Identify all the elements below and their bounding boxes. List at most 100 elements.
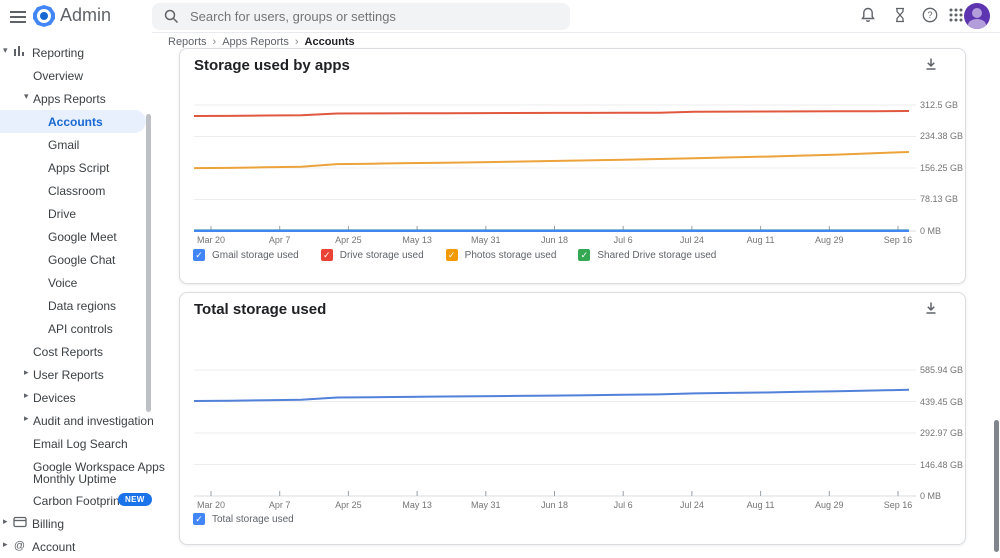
legend-checkbox-icon[interactable]: ✓ [320,249,333,261]
legend-label: Gmail storage used [212,249,299,261]
caret-right-icon[interactable]: ▸ [24,413,29,423]
legend-checkbox-icon[interactable]: ✓ [445,249,458,261]
sidebar-item-overview[interactable]: Overview [0,64,152,87]
sidebar-item-google-workspace-apps-monthly-uptime[interactable]: Google Workspace Apps Monthly Uptime [0,455,165,489]
sidebar-item-accounts[interactable]: Accounts [0,110,152,133]
chart-plot-area [193,96,916,236]
series-line-total-storage-used [193,388,910,402]
breadcrumb-item-reports[interactable]: Reports [168,36,207,48]
sidebar-item-label: Carbon Footprint [33,494,124,508]
sidebar-item-drive[interactable]: Drive [0,202,152,225]
caret-right-icon[interactable]: ▸ [24,390,29,400]
sidebar-item-label: Overview [33,69,84,83]
sidebar-item-api-controls[interactable]: API controls [0,317,152,340]
sidebar-item-billing[interactable]: ▸ Billing [0,512,152,535]
sidebar-item-google-chat[interactable]: Google Chat [0,248,152,271]
sidebar-item-cost-reports[interactable]: Cost Reports [0,340,152,363]
sidebar-item-label: API controls [48,322,113,336]
main-scrollbar[interactable] [994,420,999,552]
x-axis-tick-label: May 13 [402,500,432,510]
notifications-bell-icon[interactable] [858,6,878,26]
y-axis-tick-label: 292.97 GB [920,428,964,438]
sidebar-item-label-line2: Monthly Uptime [33,472,117,486]
x-axis-tick-label: Jul 24 [679,235,704,245]
legend-item-gmail-storage-used[interactable]: ✓ Gmail storage used [193,249,299,261]
chart-legend: ✓ Gmail storage used ✓ Drive storage used ✓ P… [193,249,716,261]
chart-plot-area [193,361,916,501]
sidebar-item-apps-reports[interactable]: ▾ Apps Reports [0,87,152,110]
legend-checkbox-icon[interactable]: ✓ [193,249,205,261]
sidebar-item-label: Account [32,540,76,554]
x-axis-tick-label: Sep 16 [883,500,913,510]
search-input[interactable] [190,3,560,30]
y-axis-tick-label: 0 MB [920,491,942,501]
apps-grid-icon[interactable] [946,6,966,26]
sidebar-item-label: Drive [48,207,77,221]
caret-down-icon[interactable]: ▾ [24,91,29,101]
sidebar-item-google-meet[interactable]: Google Meet [0,225,152,248]
sidebar-item-gmail[interactable]: Gmail [0,133,152,156]
y-axis-tick-label: 156.25 GB [920,163,964,173]
sidebar-item-apps-script[interactable]: Apps Script [0,156,152,179]
sidebar-item-data-regions[interactable]: Data regions [0,294,152,317]
sidebar-item-label: Apps Script [48,161,110,175]
legend-item-total-storage-used[interactable]: ✓ Total storage used [193,513,294,525]
sidebar-item-account[interactable]: ▸ @ Account [0,535,152,558]
svg-text:@: @ [14,540,25,552]
sidebar-item-label: Google Chat [48,253,116,267]
pending-tasks-hourglass-icon[interactable] [890,6,910,26]
y-axis-tick-label: 78.13 GB [920,194,959,205]
breadcrumb-separator: › [294,36,299,48]
series-line-drive-storage-used [193,110,910,117]
sidebar-item-label: Cost Reports [33,345,104,359]
selected-item-highlight [0,110,146,133]
caret-right-icon[interactable]: ▸ [24,367,29,377]
legend-checkbox-icon[interactable]: ✓ [578,249,591,261]
sidebar-item-label: Classroom [48,184,106,198]
search-box[interactable] [152,3,570,30]
total-storage-used-card: Total storage used ✓ Total storage used 5… [179,292,966,545]
sidebar-item-voice[interactable]: Voice [0,271,152,294]
x-axis-tick-label: Mar 20 [196,500,225,510]
breadcrumb-separator: › [212,36,217,48]
sidebar-item-reporting[interactable]: ▾ Reporting [0,41,152,64]
x-axis-tick-label: May 13 [402,235,432,245]
legend-item-drive-storage-used[interactable]: ✓ Drive storage used [320,249,424,261]
sidebar-item-email-log-search[interactable]: Email Log Search [0,432,152,455]
sidebar-item-user-reports[interactable]: ▸ User Reports [0,363,152,386]
sidebar-item-label: Reporting [32,46,85,60]
x-axis-tick-label: Aug 11 [746,500,775,510]
caret-right-icon[interactable]: ▸ [3,539,8,549]
google-admin-logo [33,5,55,27]
sidebar-item-carbon-footprint[interactable]: Carbon Footprint NEW [0,489,152,512]
sidebar-item-label: User Reports [33,368,104,382]
new-badge: NEW [118,493,152,506]
sidebar-item-devices[interactable]: ▸ Devices [0,386,152,409]
download-chart-icon[interactable] [921,55,941,75]
legend-checkbox-icon[interactable]: ✓ [193,513,205,525]
sidebar-scrollbar[interactable] [146,114,151,412]
chart-legend: ✓ Total storage used [193,513,294,525]
breadcrumb-item-apps-reports[interactable]: Apps Reports [222,36,289,48]
sidebar-item-classroom[interactable]: Classroom [0,179,152,202]
topbar-divider [152,32,1000,33]
x-axis-tick-label: Aug 29 [815,500,844,510]
y-axis-tick-label: 0 MB [920,226,942,236]
sidebar-item-audit-and-investigation[interactable]: ▸ Audit and investigation [0,409,154,432]
legend-item-photos-storage-used[interactable]: ✓ Photos storage used [445,249,556,261]
chart-title-total-storage-used: Total storage used [194,301,327,318]
sidebar-item-label: Google Meet [48,230,117,244]
user-avatar[interactable] [964,3,990,29]
x-axis-tick-label: Mar 20 [196,235,225,245]
y-axis-tick-label: 312.5 GB [920,100,959,110]
hamburger-menu-icon[interactable] [8,7,28,27]
x-axis-tick-label: Jul 6 [613,235,633,245]
caret-down-icon[interactable]: ▾ [3,45,8,55]
legend-item-shared-drive-storage-used[interactable]: ✓ Shared Drive storage used [578,249,716,261]
billing-card-icon [13,516,27,531]
caret-right-icon[interactable]: ▸ [3,516,8,526]
top-app-bar: Admin ? [0,0,1000,33]
help-icon[interactable]: ? [920,6,940,26]
download-chart-icon[interactable] [921,299,941,319]
legend-label: Drive storage used [339,249,424,261]
